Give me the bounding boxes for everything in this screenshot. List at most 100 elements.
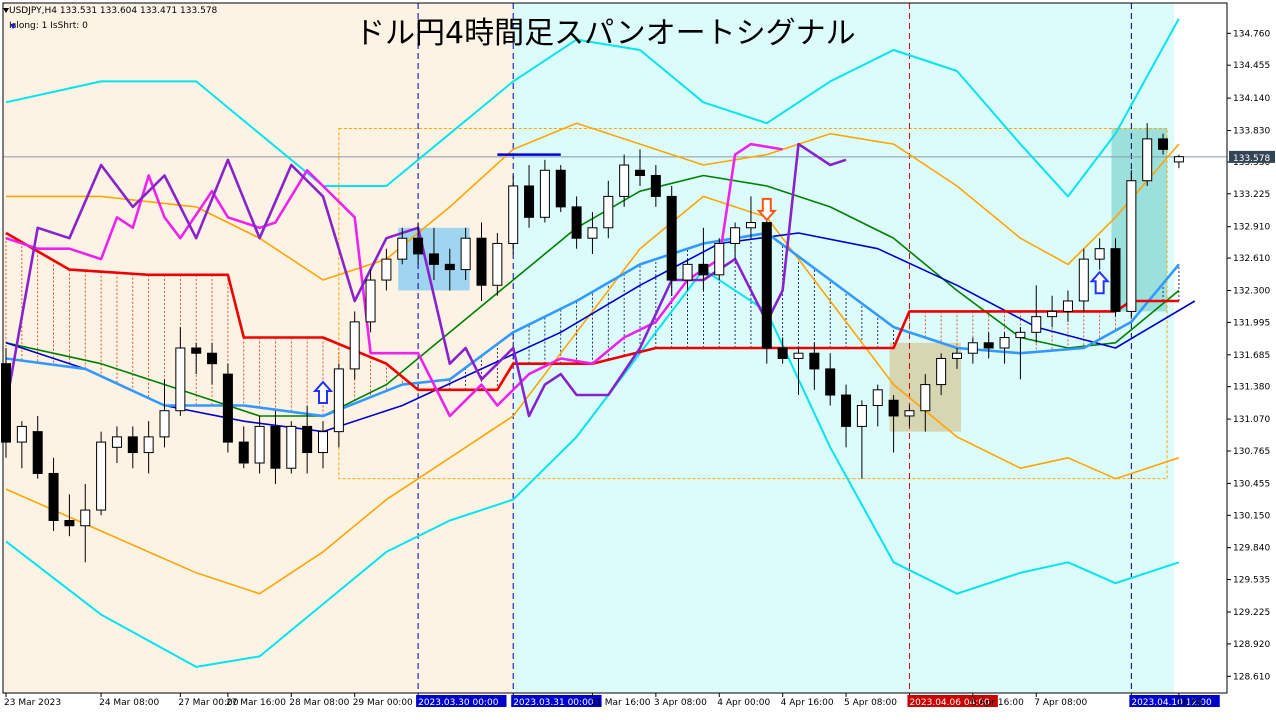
candle-body xyxy=(1173,156,1184,163)
x-tick-label: 4 Apr 16:00 xyxy=(781,698,834,708)
candle-body xyxy=(286,425,297,469)
candle-body xyxy=(793,352,804,359)
candle-body xyxy=(207,352,218,365)
buy-signal-arrow-icon xyxy=(312,380,334,405)
candle-body xyxy=(745,222,756,229)
signal-marks xyxy=(312,197,1110,405)
buy-signal-arrow-icon xyxy=(1089,270,1110,295)
x-tick-label: 6 Apr 16:00 xyxy=(971,698,1024,708)
y-tick-label: 129.535 xyxy=(1233,576,1270,586)
y-tick-label: 131.380 xyxy=(1233,383,1270,393)
menu-triangle-icon[interactable] xyxy=(10,24,16,29)
candle-body xyxy=(872,389,883,406)
candle-body xyxy=(1015,331,1026,339)
x-tick-label: 27 Mar 00:00 xyxy=(178,698,238,708)
candle-body xyxy=(397,237,408,260)
y-tick-label: 129.840 xyxy=(1233,544,1270,554)
y-tick-label: 130.765 xyxy=(1233,447,1270,457)
candle-body xyxy=(1158,138,1169,150)
collapse-triangle-icon[interactable] xyxy=(3,8,9,13)
candle-body xyxy=(96,441,107,511)
candle-body xyxy=(650,175,661,197)
candle-body xyxy=(920,384,931,412)
y-tick-label: 128.610 xyxy=(1233,672,1270,682)
candle-body xyxy=(635,169,645,176)
x-tick-label: 31 Mar 16:00 xyxy=(590,698,650,708)
y-tick-label: 129.225 xyxy=(1233,608,1270,618)
candle-body xyxy=(952,352,962,359)
candle-body xyxy=(809,352,820,370)
candle-body xyxy=(413,237,424,255)
candle-body xyxy=(856,405,867,427)
x-tick-label: 3 Apr 08:00 xyxy=(654,698,707,708)
candle-body xyxy=(825,368,836,396)
x-highlight-tag xyxy=(907,695,998,707)
y-tick-label: 133.225 xyxy=(1233,190,1270,200)
candle-body xyxy=(444,263,455,271)
candle-body xyxy=(1031,316,1042,333)
y-tick-label: 133.530 xyxy=(1233,158,1270,168)
candles xyxy=(1,123,1184,563)
candle-body xyxy=(333,368,344,433)
candle-body xyxy=(1110,248,1121,312)
y-tick-label: 128.920 xyxy=(1233,640,1270,650)
x-tick-label: 16:00 xyxy=(1177,698,1203,708)
x-tick-label: 7 Apr 08:00 xyxy=(1034,698,1087,708)
axes: 134.760 134.455 134.140 133.830 133.530 133.2… xyxy=(4,29,1275,708)
candle-body xyxy=(571,206,582,239)
x-tick-label: 5 Apr 08:00 xyxy=(844,698,897,708)
candle-body xyxy=(904,410,915,417)
y-tick-label: 130.150 xyxy=(1233,511,1270,521)
x-tick-label: 4 Apr 00:00 xyxy=(717,698,770,708)
candle-body xyxy=(888,399,899,417)
x-tick-label: 24 Mar 08:00 xyxy=(99,698,159,708)
plot-frame xyxy=(2,2,1228,694)
y-tick-label: 130.455 xyxy=(1233,479,1270,489)
x-tick-label: 2023.03.30 00:00 xyxy=(418,698,499,708)
status-header: Islong: 1 IsShrt: 0 xyxy=(9,21,88,31)
candle-body xyxy=(381,258,392,281)
candle-body xyxy=(32,431,43,474)
candle-body xyxy=(365,279,376,323)
moving-average-line xyxy=(5,232,1196,433)
x-tick-label: 27 Mar 16:00 xyxy=(226,698,286,708)
candle-body xyxy=(666,195,677,281)
chart-title: ドル円4時間足スパンオートシグナル xyxy=(355,16,856,51)
candle-body xyxy=(159,410,170,438)
candle-body xyxy=(254,425,265,464)
bb-lower-1sd-line xyxy=(5,195,1180,595)
y-tick-label: 134.455 xyxy=(1233,61,1270,71)
y-tick-label: 134.760 xyxy=(1233,29,1270,39)
candle-body xyxy=(1094,248,1105,260)
x-tick-label: 2023.04.06 04:00 xyxy=(909,698,990,708)
candle-body xyxy=(1142,138,1153,182)
candle-body xyxy=(318,431,328,454)
candle-body xyxy=(48,472,59,522)
x-highlight-tag xyxy=(511,695,602,707)
candle-body xyxy=(619,164,630,197)
current-price-label: 133.578 xyxy=(1233,154,1270,164)
candle-body xyxy=(730,227,741,244)
lagging-purple-line xyxy=(4,142,847,418)
candle-body xyxy=(492,242,503,286)
y-tick-label: 131.070 xyxy=(1233,415,1270,425)
x-tick-label: 23 Mar 2023 xyxy=(4,698,61,708)
candle-body xyxy=(603,195,614,229)
candle-body xyxy=(967,342,978,354)
candle-body xyxy=(524,185,535,218)
range-box xyxy=(338,127,1168,480)
candle-body xyxy=(1126,180,1137,312)
candle-body xyxy=(1,363,11,443)
candle-body xyxy=(936,357,947,386)
candle-body xyxy=(698,263,709,276)
candle-body xyxy=(222,373,233,443)
candle-body xyxy=(143,436,154,454)
candle-body xyxy=(1047,310,1058,318)
candle-body xyxy=(460,237,471,271)
y-tick-label: 132.610 xyxy=(1233,254,1270,264)
candle-body xyxy=(777,347,788,359)
bb-upper-2sd-line xyxy=(5,18,1180,198)
candle-body xyxy=(682,263,693,281)
candle-body xyxy=(238,441,249,464)
